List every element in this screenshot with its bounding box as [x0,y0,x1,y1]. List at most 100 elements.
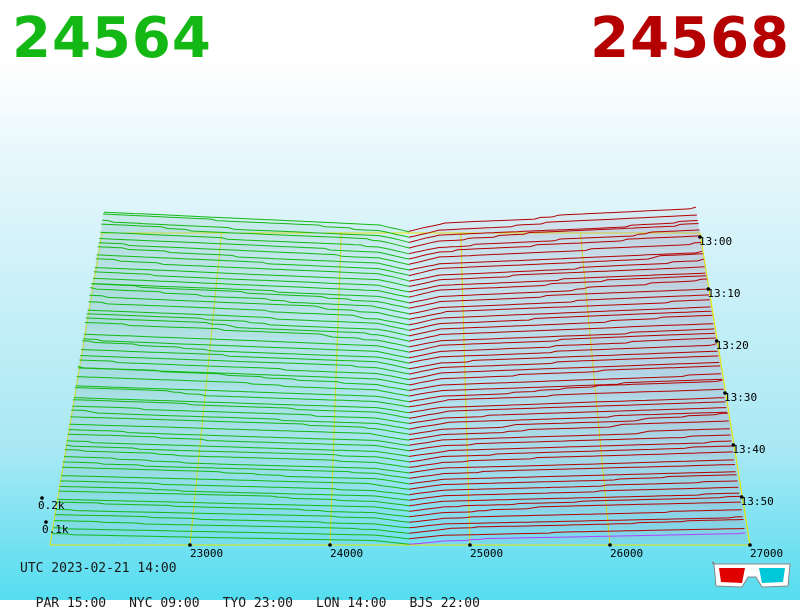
ask-depth-fill [409,459,739,474]
ask-depth-fill [409,412,732,431]
utc-timestamp: UTC 2023-02-21 14:00 [20,561,177,576]
ask-depth-line [409,401,726,419]
ask-depth-fill [409,275,711,299]
ask-depth-line [409,492,740,507]
bid-depth-line [53,527,410,540]
ask-depth-line [409,407,727,424]
bid-depth-line [71,409,410,430]
bid-depth-line [87,309,410,331]
ask-depth-fill [409,496,745,513]
bid-depth-fill [85,310,409,332]
bid-depth-fill [52,514,410,529]
ask-depth-fill [409,487,743,502]
ask-depth-fill [409,373,726,392]
ask-depth-line [408,272,706,293]
bid-depth-line [62,466,410,485]
ask-depth-line [408,306,711,326]
bid-depth-line [59,485,410,501]
ask-depth-fill [409,365,725,387]
time-tick-mark [714,339,719,343]
ask-depth-fill [409,323,718,343]
ask-depth-line [408,258,704,282]
bid-depth-fill [89,283,409,310]
bid-depth-line [83,333,410,353]
bid-depth-line [99,238,410,260]
bid-depth-line [73,399,410,419]
ask-depth-fill [409,532,750,545]
bid-depth-line [103,211,410,233]
ask-depth-line [409,428,730,446]
price-tick-label: 26000 [610,547,643,560]
bid-depth-fill [92,267,410,288]
grid-price-line [329,232,342,546]
time-tick-label: 13:10 [707,287,740,300]
grid-left-edge [49,232,103,546]
ask-depth-fill [409,420,734,441]
timezone-par: PAR 15:00 [35,596,107,611]
bid-depth-line [77,366,410,391]
ask-depth-line [409,474,737,490]
bid-depth-line [67,433,410,452]
depth-tick-label: 0.2k [38,499,65,512]
ask-depth-line [408,223,699,249]
ask-depth-line [408,314,713,337]
time-tick-label: 13:30 [724,391,757,404]
ask-depth-fill [409,389,729,409]
ask-depth-line [408,350,718,370]
ask-depth-line [409,480,738,496]
ask-depth-fill [409,493,744,507]
time-tick-mark [739,495,744,499]
ask-depth-fill [409,474,742,491]
bid-depth-fill [65,434,410,452]
bid-depth-fill [70,406,410,425]
bid-depth-line [91,283,410,309]
ask-depth-line [408,266,705,287]
3d-glasses-icon[interactable] [712,560,792,590]
bid-depth-line [80,355,410,375]
bid-depth-line [74,387,410,408]
ask-depth-line [409,519,744,534]
bid-depth-line [92,283,410,304]
bid-depth-line [95,258,410,282]
ask-depth-fill [408,223,703,250]
bid-depth-line [96,254,410,276]
ask-depth-series [408,206,750,545]
bid-depth-line [54,514,410,529]
time-tick-mark [731,443,736,447]
price-tick-label: 23000 [190,547,223,560]
ask-depth-line [409,365,721,386]
bid-depth-line [69,423,410,441]
bid-depth-line [64,449,410,468]
ask-depth-fill [409,428,735,447]
ask-depth-fill [409,451,738,469]
bid-depth-line [102,219,410,243]
timezone-bjs: BJS 22:00 [409,596,480,611]
ask-depth-line [408,220,698,243]
bid-depth-line [101,223,410,249]
grid-price-line [189,232,223,546]
bid-depth-fill [58,480,410,496]
ask-depth-line [409,528,745,540]
ask-depth-fill [408,215,701,239]
bid-depth-fill [54,502,410,518]
bid-depth-fill [100,220,409,244]
ask-depth-fill [409,464,740,480]
bid-depth-fill [101,214,409,239]
time-tick-label: 13:40 [732,443,765,456]
bid-depth-series [50,211,410,545]
ask-depth-line [408,229,700,255]
bid-depth-line [63,456,410,474]
time-tick-label: 13:20 [716,339,749,352]
bid-depth-fill [69,410,410,431]
bid-depth-line [83,338,410,359]
bid-depth-line [75,385,410,403]
bid-depth-line [85,317,410,342]
bid-depth-fill [96,242,409,266]
bid-depth-line [61,475,410,490]
ask-depth-fill [409,435,736,452]
order-book-depth-chart: 23000 24000 25000 26000 27000 13:00 13:10 13:20… [38,206,783,560]
ask-depth-fill [409,355,723,376]
bid-depth-line [55,508,410,523]
price-tick-mark [328,543,332,547]
bid-depth-line [81,349,410,370]
